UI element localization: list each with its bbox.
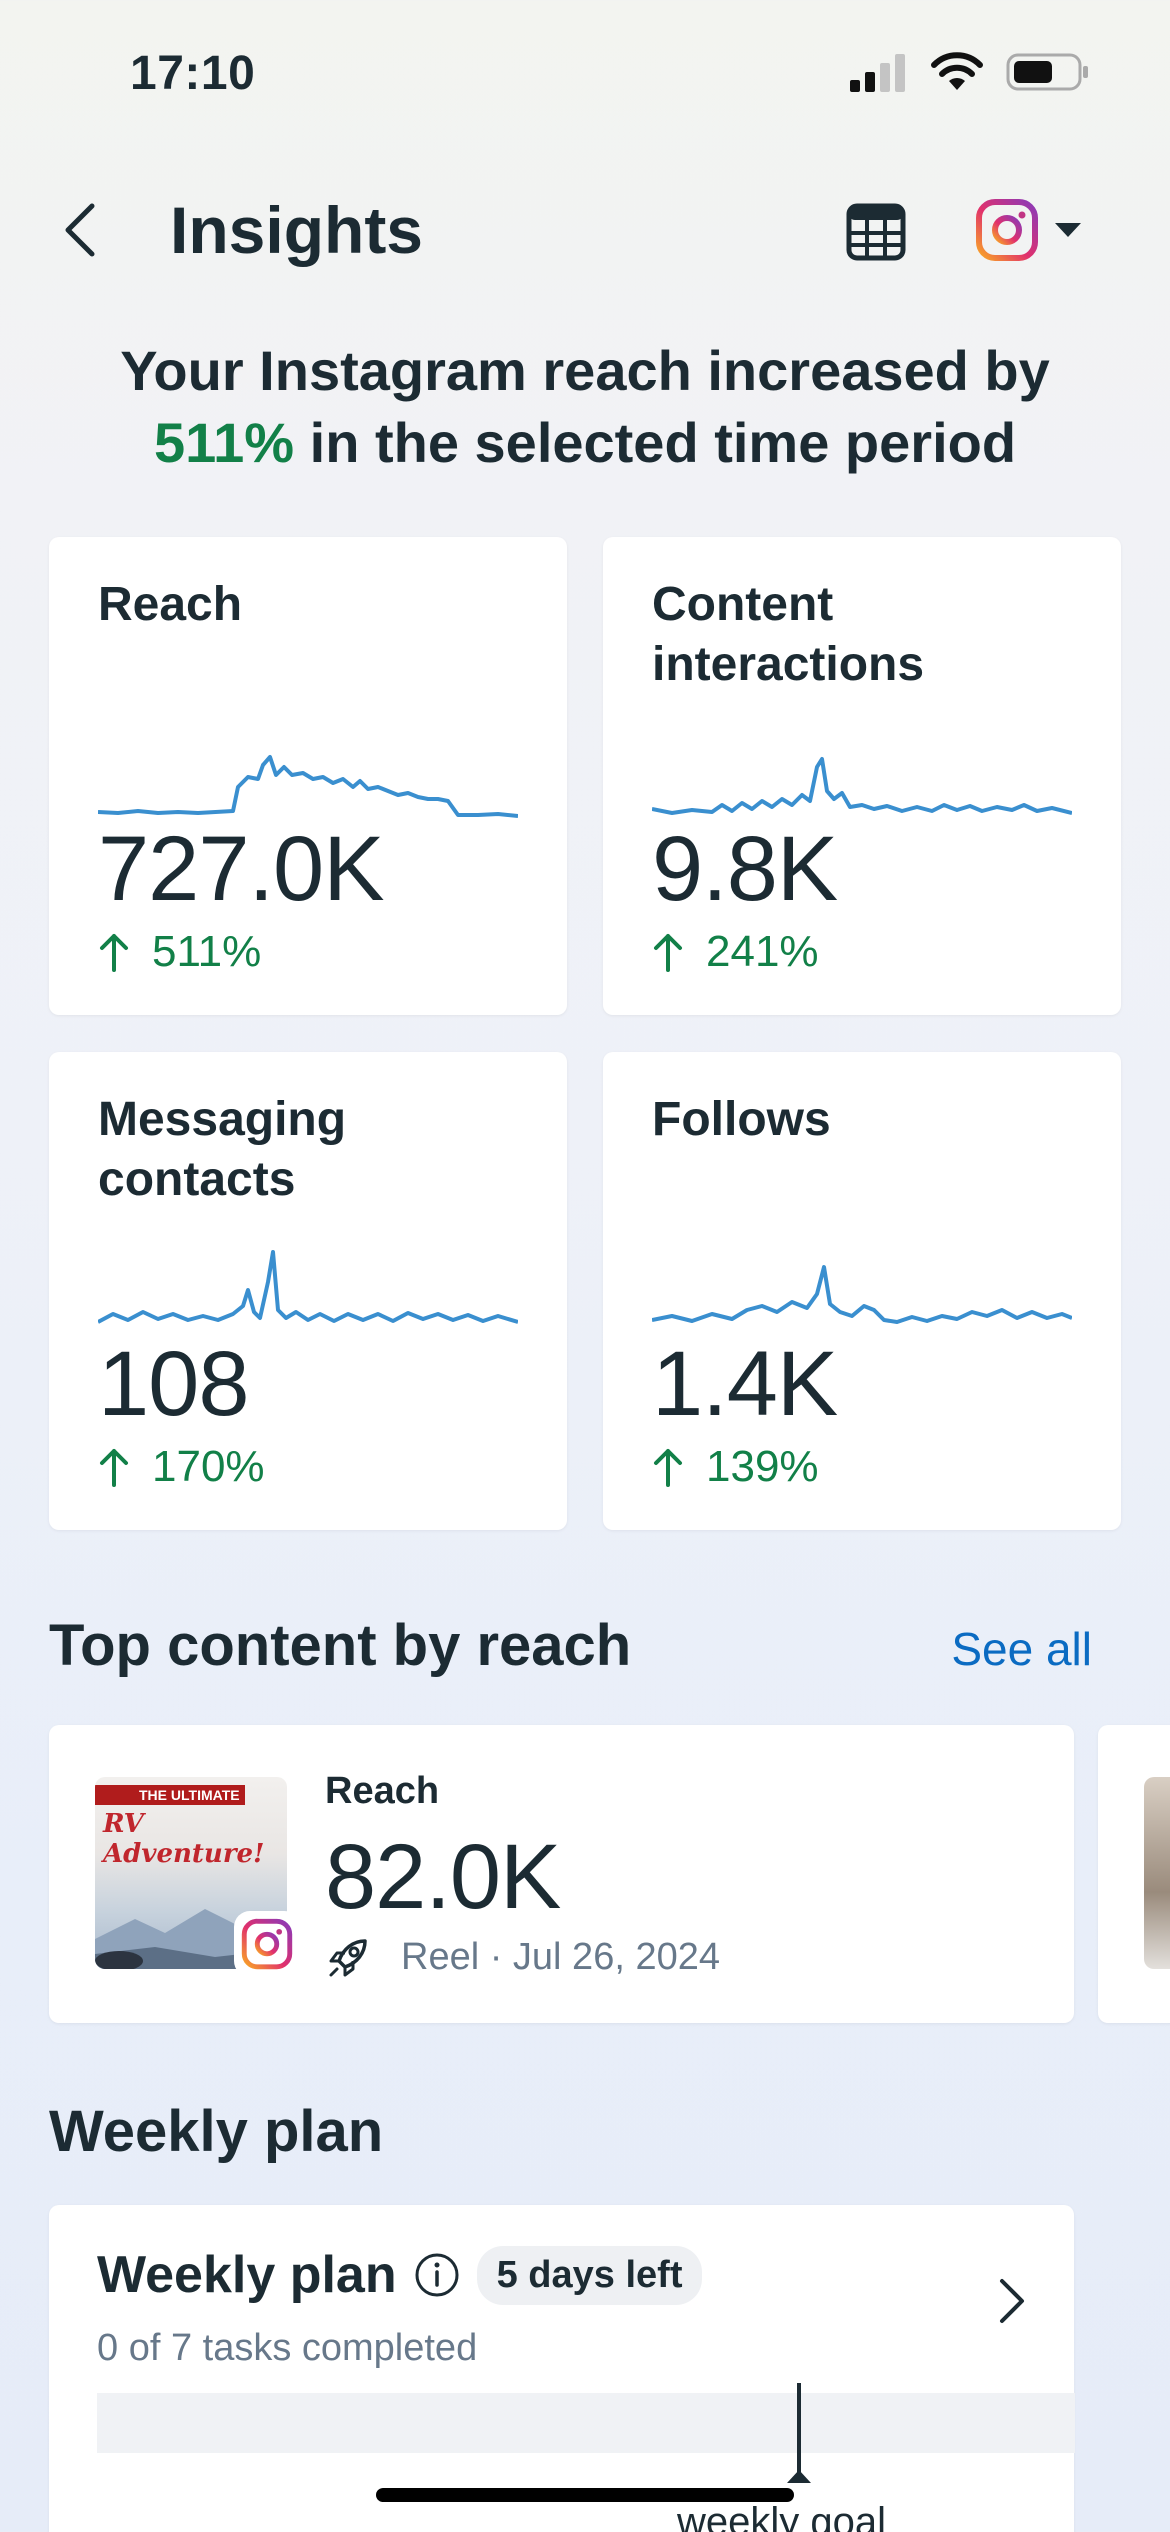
instagram-icon: [241, 1918, 293, 1970]
back-button[interactable]: [60, 195, 110, 265]
metric-card-reach[interactable]: Reach 727.0K 511%: [49, 537, 567, 1015]
weekly-goal-marker: [797, 2383, 801, 2473]
see-all-link[interactable]: See all: [951, 1623, 1092, 1675]
weekly-progress-bar: [97, 2393, 1075, 2453]
battery-icon: [1006, 53, 1088, 91]
weekly-plan-card[interactable]: Weekly plan 5 days left 0 of 7 tasks com…: [49, 2205, 1075, 2532]
metric-label: Messaging contacts: [98, 1093, 347, 1206]
caret-down-icon: [1055, 223, 1081, 237]
metric-change: 139%: [652, 1442, 819, 1492]
content-metric-label: Reach: [325, 1770, 440, 1812]
status-time: 17:10: [130, 47, 256, 100]
calendar-icon: [846, 203, 906, 261]
metric-card-messaging-contacts[interactable]: Messaging contacts 108 170%: [49, 1052, 567, 1530]
metric-value: 1.4K: [652, 1333, 838, 1435]
metric-change-value: 241%: [706, 927, 819, 976]
arrow-up-icon: [100, 934, 128, 972]
account-switcher[interactable]: [975, 198, 1083, 262]
weekly-plan-section-title: Weekly plan: [49, 2099, 384, 2164]
reach-headline: Your Instagram reach increased by 511% i…: [60, 335, 1110, 479]
headline-percent: 511%: [153, 411, 295, 474]
metric-change: 241%: [652, 927, 819, 977]
info-icon[interactable]: [413, 2251, 461, 2299]
metric-change-value: 511%: [152, 927, 262, 976]
weekly-plan-title: Weekly plan: [97, 2246, 397, 2304]
page-title: Insights: [170, 193, 424, 267]
content-metric-value: 82.0K: [325, 1826, 561, 1928]
chevron-left-icon: [65, 203, 95, 257]
metric-card-follows[interactable]: Follows 1.4K 139%: [603, 1052, 1121, 1530]
top-content-title: Top content by reach: [49, 1613, 632, 1678]
arrow-up-icon: [100, 1449, 128, 1487]
thumbnail-title: RV Adventure!: [103, 1809, 265, 1869]
instagram-badge: [234, 1911, 300, 1977]
metric-value: 108: [98, 1333, 249, 1435]
tasks-completed-text: 0 of 7 tasks completed: [97, 2327, 478, 2369]
goal-pointer-icon: [787, 2470, 811, 2483]
top-content-card[interactable]: THE ULTIMATE RV Adventure! Reach 82.0K: [49, 1725, 1074, 2023]
weekly-goal-label: weekly goal: [677, 2500, 887, 2532]
chevron-right-icon[interactable]: [996, 2277, 1026, 2325]
next-content-thumbnail: [1144, 1777, 1170, 1969]
arrow-up-icon: [654, 934, 682, 972]
headline-prefix: Your Instagram reach increased by: [120, 339, 1050, 402]
headline-suffix: in the selected time period: [309, 411, 1017, 474]
content-meta: Reel · Jul 26, 2024: [325, 1933, 720, 1981]
status-icons: [848, 52, 1090, 92]
metric-value: 9.8K: [652, 818, 838, 920]
next-content-card[interactable]: [1098, 1725, 1170, 2023]
metric-label: Reach: [98, 578, 243, 631]
cellular-signal-icon: [850, 54, 905, 92]
metric-change: 511%: [98, 927, 261, 977]
wifi-icon: [931, 52, 983, 90]
home-indicator[interactable]: [376, 2488, 794, 2502]
days-left-badge: 5 days left: [476, 2245, 703, 2305]
arrow-up-icon: [654, 1449, 682, 1487]
reach-sparkline: [98, 755, 518, 818]
content-meta-text: Reel · Jul 26, 2024: [401, 1935, 720, 1978]
metric-card-content-interactions[interactable]: Content interactions 9.8K 241%: [603, 537, 1121, 1015]
thumbnail-banner-text: THE ULTIMATE: [139, 1787, 240, 1803]
instagram-icon: [976, 199, 1038, 261]
metric-change-value: 139%: [706, 1442, 819, 1491]
rocket-icon: [329, 1939, 367, 1977]
weekly-plan-title-row: Weekly plan 5 days left: [97, 2245, 703, 2305]
metric-label: Content interactions: [652, 578, 925, 691]
metric-change: 170%: [98, 1442, 265, 1492]
follows-sparkline: [652, 1265, 1072, 1324]
metric-value: 727.0K: [98, 818, 385, 920]
metric-change-value: 170%: [152, 1442, 265, 1491]
metric-label: Follows: [652, 1093, 831, 1146]
thumbnail-banner: [95, 1785, 245, 1805]
calendar-button[interactable]: [845, 200, 907, 262]
content-interactions-sparkline: [652, 757, 1072, 815]
messaging-contacts-sparkline: [98, 1250, 518, 1324]
